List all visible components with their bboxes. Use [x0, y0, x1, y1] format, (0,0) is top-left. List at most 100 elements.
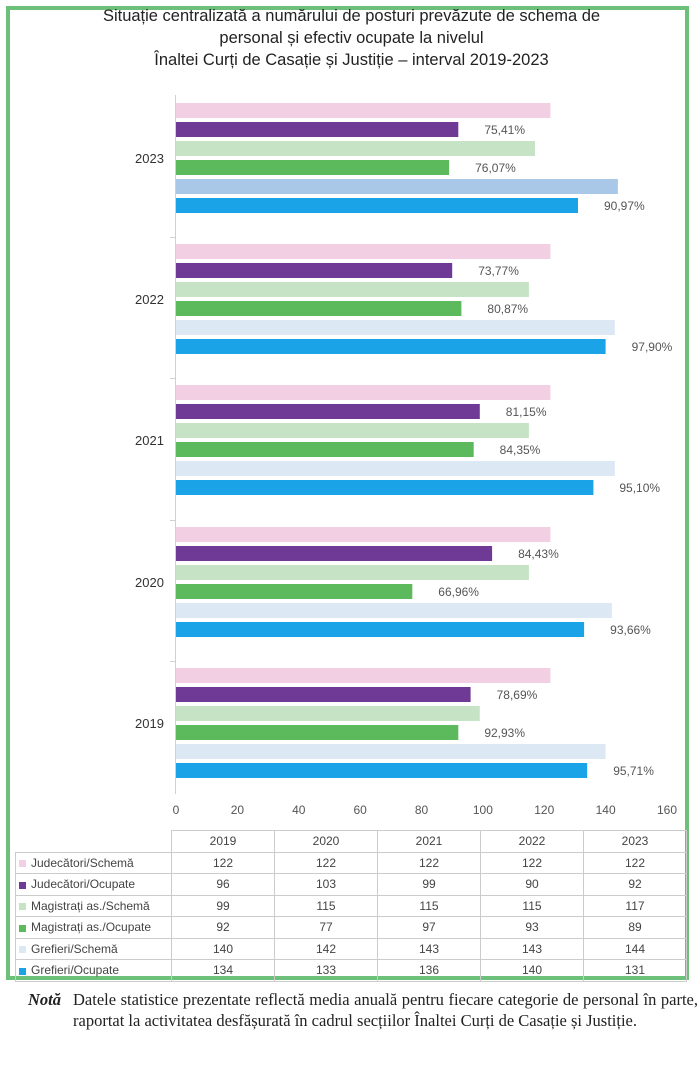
table-cell: 115 [274, 894, 378, 917]
table-header-year: 2023 [583, 830, 687, 853]
table-cell: 144 [583, 937, 687, 960]
data-label: 80,87% [487, 302, 528, 316]
table-cell: 143 [377, 937, 481, 960]
table-cell: 136 [377, 959, 481, 982]
data-table: 2019 2020 2021 2022 2023 Judecători/Schemă 12… [15, 830, 687, 982]
table-header: 2019 2020 2021 2022 2023 [15, 830, 687, 853]
bar-grefieri-ocupate-2022 [176, 339, 606, 354]
bar-magistrați-as-schemă-2019 [176, 706, 480, 721]
table-cell: 117 [583, 894, 687, 917]
data-label: 95,71% [613, 764, 654, 778]
table-cell: 115 [377, 894, 481, 917]
year-label-2021: 2021 [135, 433, 164, 448]
data-label: 92,93% [484, 726, 525, 740]
note-label: Notă [28, 990, 61, 1009]
bar-magistrați-as-schemă-2022 [176, 282, 529, 297]
bar-judecători-ocupate-2022 [176, 263, 453, 278]
x-tick-label: 140 [596, 803, 616, 817]
x-tick-label: 20 [231, 803, 245, 817]
table-corner [15, 830, 172, 853]
x-tick-label: 40 [292, 803, 306, 817]
bar-judecători-ocupate-2021 [176, 404, 480, 419]
table-cell: 89 [583, 916, 687, 939]
table-row: Grefieri/Ocupate 134 133 136 140 131 [15, 959, 687, 982]
table-header-year: 2019 [171, 830, 275, 853]
table-cell: 143 [480, 937, 584, 960]
bar-grefieri-ocupate-2020 [176, 622, 585, 637]
table-cell: 122 [274, 851, 378, 874]
x-tick-label: 0 [173, 803, 180, 817]
data-label: 75,41% [484, 123, 525, 137]
table-cell: 122 [583, 851, 687, 874]
table-cell: 122 [171, 851, 275, 874]
table-cell: 93 [480, 916, 584, 939]
table-cell: 142 [274, 937, 378, 960]
table-cell: 140 [480, 959, 584, 982]
table-cell: 131 [583, 959, 687, 982]
year-label-2022: 2022 [135, 292, 164, 307]
x-tick-label: 120 [534, 803, 554, 817]
table-cell: 122 [480, 851, 584, 874]
bar-judecători-schemă-2021 [176, 385, 551, 400]
x-tick-label: 160 [657, 803, 677, 817]
table-row: Grefieri/Schemă 140 142 143 143 144 [15, 937, 687, 960]
table-header-year: 2022 [480, 830, 584, 853]
bar-grefieri-ocupate-2023 [176, 198, 578, 213]
bar-magistrați-as-ocupate-2020 [176, 584, 413, 599]
bar-judecători-ocupate-2020 [176, 546, 493, 561]
table-cell: 99 [377, 873, 481, 896]
legend-swatch [19, 860, 26, 868]
chart-title: Situație centralizată a numărului de pos… [102, 7, 601, 69]
table-cell: 99 [171, 894, 275, 917]
note-text: Datele statistice prezentate reflectă me… [73, 990, 698, 1030]
x-tick-label: 60 [353, 803, 367, 817]
legend-entry: Judecători/Schemă [15, 851, 172, 874]
legend-entry: Judecători/Ocupate [15, 873, 172, 896]
note: Notă Datele statistice prezentate reflec… [28, 989, 698, 1031]
table-cell: 77 [274, 916, 378, 939]
bar-judecători-ocupate-2019 [176, 687, 471, 702]
table-cell: 97 [377, 916, 481, 939]
legend-swatch [19, 946, 26, 954]
bar-magistrați-as-schemă-2020 [176, 565, 529, 580]
bar-grefieri-schemă-2022 [176, 320, 615, 335]
year-label-2020: 2020 [135, 575, 164, 590]
legend-label: Grefieri/Ocupate [31, 963, 120, 978]
year-label-2023: 2023 [135, 151, 164, 166]
table-cell: 103 [274, 873, 378, 896]
table-cell: 134 [171, 959, 275, 982]
data-label: 84,35% [500, 443, 541, 457]
bar-magistrați-as-schemă-2021 [176, 423, 529, 438]
bar-grefieri-ocupate-2019 [176, 763, 588, 778]
bar-grefieri-schemă-2021 [176, 461, 615, 476]
table-cell: 92 [171, 916, 275, 939]
table-cell: 92 [583, 873, 687, 896]
bar-judecători-schemă-2020 [176, 527, 551, 542]
legend-label: Magistrați as./Ocupate [31, 920, 152, 935]
labels-layer: 78,69% 92,93% 95,71% 84,43% 66,96% 93,66% 81,1… [438, 123, 672, 778]
bar-grefieri-ocupate-2021 [176, 480, 594, 495]
bars-layer [176, 103, 618, 778]
bar-chart: 78,69% 92,93% 95,71% 84,43% 66,96% 93,66% 81,1… [135, 95, 677, 817]
data-label: 90,97% [604, 199, 645, 213]
legend-label: Magistrați as./Schemă [31, 898, 150, 913]
legend-swatch [19, 967, 26, 975]
table-row: Judecători/Ocupate 96 103 99 90 92 [15, 873, 687, 896]
bar-magistrați-as-schemă-2023 [176, 141, 535, 156]
bar-judecători-schemă-2022 [176, 244, 551, 259]
legend-entry: Magistrați as./Ocupate [15, 916, 172, 939]
year-label-2019: 2019 [135, 716, 164, 731]
legend-swatch [19, 881, 26, 889]
x-tick-label: 80 [415, 803, 429, 817]
table-cell: 133 [274, 959, 378, 982]
bar-grefieri-schemă-2020 [176, 603, 612, 618]
data-label: 76,07% [475, 161, 516, 175]
legend-swatch [19, 924, 26, 932]
table-row: Judecători/Schemă 122 122 122 122 122 [15, 851, 687, 874]
bar-grefieri-schemă-2019 [176, 744, 606, 759]
data-label: 97,90% [632, 340, 673, 354]
bar-magistrați-as-ocupate-2021 [176, 442, 474, 457]
table-row: Magistrați as./Ocupate 92 77 97 93 89 [15, 916, 687, 939]
table-row: Magistrați as./Schemă 99 115 115 115 117 [15, 894, 687, 917]
legend-label: Judecători/Schemă [31, 855, 134, 870]
